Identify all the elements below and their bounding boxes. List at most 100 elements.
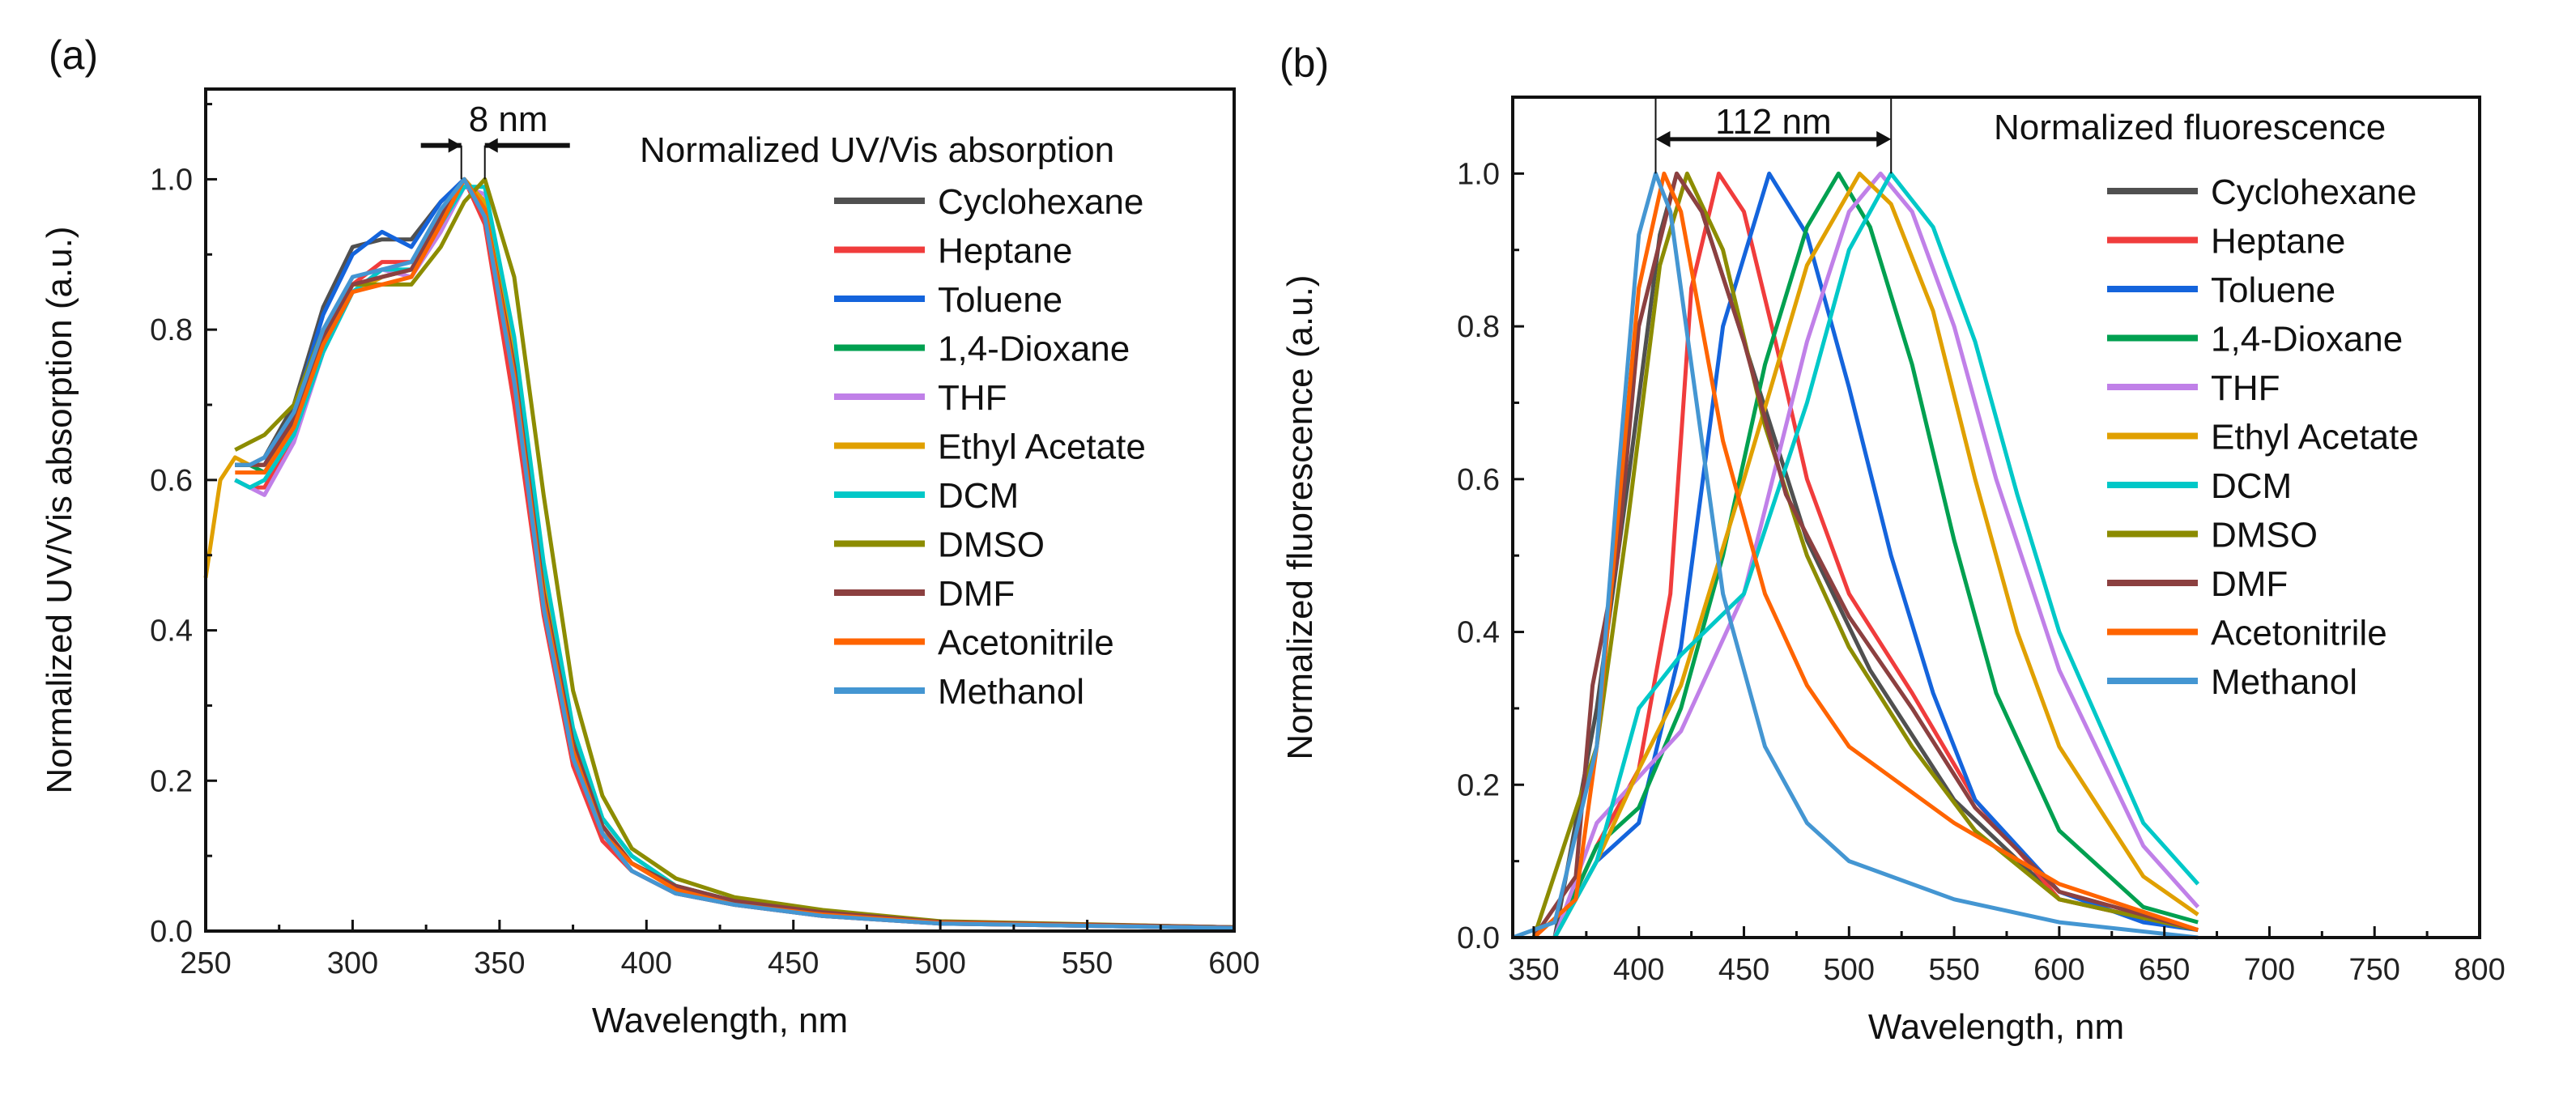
legend-item: Heptane: [2107, 222, 2345, 262]
legend-label: Cyclohexane: [938, 182, 1143, 222]
series-line-thf: [1552, 171, 2200, 938]
legend-label: Toluene: [2211, 270, 2335, 310]
legend-title: Normalized fluorescence: [1994, 108, 2386, 147]
y-tick-label: 0.8: [1457, 310, 1500, 344]
legend-item: 1,4-Dioxane: [834, 330, 1130, 369]
legend-item: Methanol: [834, 672, 1084, 712]
series-line-thf: [234, 185, 1235, 929]
annotation-label: 112 nm: [1715, 102, 1832, 142]
series-line-dcm: [234, 185, 1235, 929]
plot-frame: [1511, 96, 2481, 939]
legend-item: Acetonitrile: [2107, 614, 2387, 653]
panel-a: (a) 250 300 350 400 450 500 550 600 0.0 0.2 0.4 0.6 0…: [40, 32, 1260, 1040]
x-tick-label: 300: [327, 946, 378, 980]
legend-label: DCM: [2211, 466, 2292, 506]
legend-item: THF: [834, 378, 1007, 418]
series-line-acetonitrile: [235, 176, 1235, 930]
series-line-cyclohexane: [235, 176, 1235, 930]
legend-item: Ethyl Acetate: [2107, 418, 2419, 457]
y-tick-label: 0.6: [150, 464, 193, 498]
legend-label: 1,4-Dioxane: [2211, 320, 2403, 359]
series-group: [203, 176, 1235, 930]
x-tick-label: 600: [2033, 953, 2084, 987]
x-tick-label: 250: [180, 946, 231, 980]
y-axis-label: Normalized fluorescence (a.u.): [1280, 274, 1320, 759]
y-tick-label: 0.0: [150, 915, 193, 949]
legend-item: 1,4-Dioxane: [2107, 320, 2403, 359]
y-tick-label: 0.2: [150, 764, 193, 798]
x-tick-label: 450: [768, 946, 819, 980]
annotation-label: 8 nm: [469, 100, 548, 139]
series-line-dmf: [1531, 171, 2199, 939]
legend-item: Cyclohexane: [834, 182, 1143, 222]
y-tick-label: 0.4: [1457, 616, 1500, 650]
x-axis-label: Wavelength, nm: [592, 1001, 848, 1040]
legend-item: Toluene: [2107, 270, 2335, 310]
x-tick-label: 550: [1062, 946, 1113, 980]
series-line-dmf: [235, 176, 1235, 929]
y-tick-label: 0.0: [1457, 921, 1500, 955]
legend-label: Acetonitrile: [2211, 614, 2387, 653]
legend-item: Cyclohexane: [2107, 172, 2416, 212]
y-tick-label: 1.0: [150, 163, 193, 197]
x-tick-label: 700: [2244, 953, 2295, 987]
legend-item: Methanol: [2107, 662, 2357, 702]
series-line-dcm: [1552, 171, 2200, 939]
legend-label: DMSO: [2211, 516, 2318, 555]
series-line-1-4-dioxane: [235, 176, 1235, 929]
arrowhead-icon: [484, 138, 498, 153]
legend-item: THF: [2107, 368, 2280, 408]
legend-item: DCM: [834, 476, 1019, 516]
legend-item: Ethyl Acetate: [834, 427, 1146, 467]
series-group: [1512, 171, 2200, 940]
legend-label: DMSO: [938, 525, 1045, 565]
y-tick-label: 0.6: [1457, 463, 1500, 497]
legend-label: Heptane: [2211, 222, 2345, 262]
legend-label: Toluene: [938, 280, 1062, 320]
legend-item: DMSO: [834, 525, 1045, 565]
legend-label: DCM: [938, 476, 1019, 516]
series-line-toluene: [235, 176, 1235, 929]
arrowhead-icon: [1655, 130, 1671, 147]
legend-label: Ethyl Acetate: [2211, 418, 2419, 457]
x-tick-label: 500: [914, 946, 965, 980]
legend-label: Acetonitrile: [938, 623, 1114, 663]
y-tick-label: 0.2: [1457, 768, 1500, 802]
legend-label: THF: [2211, 368, 2280, 408]
series-line-heptane: [1552, 171, 2199, 939]
legend-title: Normalized UV/Vis absorption: [640, 130, 1114, 170]
x-tick-label: 600: [1208, 946, 1259, 980]
series-line-ethyl-acetate: [1552, 171, 2199, 939]
legend-label: DMF: [2211, 564, 2288, 604]
series-line-methanol: [1512, 171, 2199, 940]
x-tick-label: 350: [474, 946, 525, 980]
series-line-dmso: [234, 176, 1235, 929]
legend-label: THF: [938, 378, 1007, 418]
legend-item: DMF: [834, 574, 1015, 614]
series-line-cyclohexane: [1552, 171, 2199, 938]
x-tick-label: 500: [1824, 953, 1875, 987]
y-tick-label: 0.4: [150, 615, 193, 649]
legend-label: Methanol: [938, 672, 1084, 712]
y-axis-label: Normalized UV/Vis absorption (a.u.): [40, 226, 79, 793]
series-line-1-4-dioxane: [1552, 171, 2199, 939]
legend-label: DMF: [938, 574, 1015, 614]
panel-label: (a): [49, 32, 98, 78]
legend-label: Methanol: [2211, 662, 2357, 702]
panel-label: (b): [1279, 40, 1329, 86]
legend-item: Heptane: [834, 232, 1072, 271]
x-tick-label: 750: [2349, 953, 2400, 987]
series-line-methanol: [235, 176, 1235, 930]
x-tick-label: 400: [1613, 953, 1664, 987]
y-tick-label: 0.8: [150, 313, 193, 347]
series-line-heptane: [234, 176, 1235, 930]
arrowhead-icon: [448, 138, 462, 153]
legend-item: Acetonitrile: [834, 623, 1114, 663]
panel-b: (b) 350 400 450 500 550 600 650 700 750 800 0.0 0.2 0…: [1279, 40, 2506, 1047]
x-tick-label: 550: [1928, 953, 1979, 987]
legend-item: DMSO: [2107, 516, 2318, 555]
peak-shift-annotation: 112 nm: [1654, 97, 1893, 174]
legend-item: DMF: [2107, 564, 2288, 604]
legend-item: DCM: [2107, 466, 2292, 506]
